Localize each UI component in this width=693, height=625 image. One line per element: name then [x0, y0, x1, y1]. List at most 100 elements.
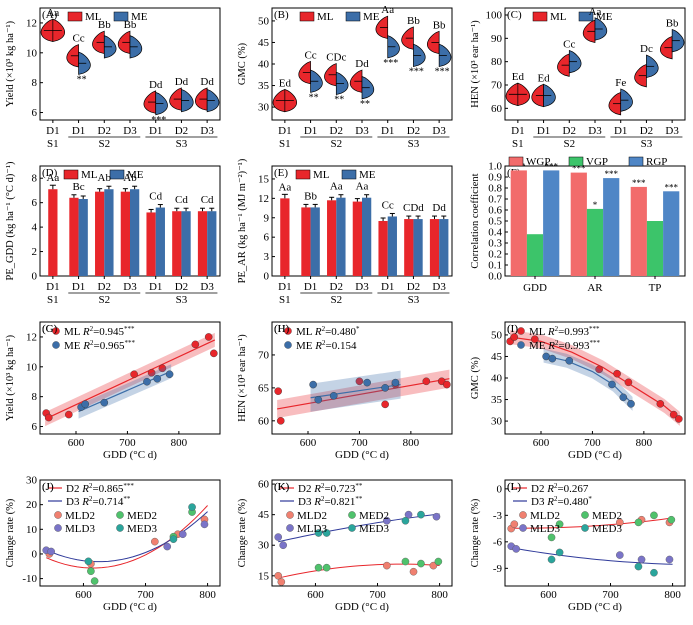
x-tick-label: D1: [46, 281, 59, 293]
fit-line: [510, 336, 681, 420]
x-tick-label: 700: [369, 589, 386, 601]
data-point: [613, 369, 621, 378]
sig-letter: Fe: [615, 77, 626, 89]
legend-dot: [54, 511, 62, 519]
sig-letter: Dd: [149, 79, 163, 91]
panel-E: 0 3 6 9 12 15 (E) PE_AR (kg ha⁻¹ (MJ m⁻²)⁻¹) D1 D…: [237, 158, 453, 306]
x-tick-label: AR: [587, 282, 603, 294]
x-tick-label: TP: [649, 282, 662, 294]
panel-A: 6 8 10 12 (A) Yield (×10³ kg ha⁻¹) D1 D1 D2 D3 D1 D…: [5, 7, 221, 150]
x-tick-label: D1: [278, 281, 291, 293]
sig-letter: Dd: [200, 76, 214, 88]
x-tick-label: D2: [175, 281, 188, 293]
y-tick-label: 60: [258, 415, 270, 427]
x-tick-label: D1: [381, 281, 394, 293]
x-axis-label: GDD (°C d): [335, 449, 389, 461]
data-point: [637, 555, 646, 564]
data-point: [322, 563, 331, 572]
bar-ML: [146, 212, 156, 276]
x-tick-label: 700: [119, 437, 136, 449]
x-tick-label: 800: [664, 589, 681, 601]
bar-ML: [429, 219, 440, 276]
x-tick-label: D2: [640, 125, 653, 137]
panel-D: 0 2 4 6 8 (D) PE_GDD (kg ha⁻¹ (°C d)⁻¹) D1 D1 D2 D…: [5, 161, 221, 306]
data-point: [147, 368, 156, 377]
legend-dot: [286, 511, 294, 519]
r2-label: D3 R2=0.714**: [66, 495, 131, 508]
y-tick-label: 6: [32, 107, 38, 119]
data-point: [276, 417, 285, 425]
y-axis-label: Change rate (%): [237, 498, 248, 567]
data-point: [401, 516, 410, 525]
data-point: [274, 572, 283, 580]
sig-letter: Dd: [355, 58, 369, 70]
panel-K: 15 30 45 60 (K) Change rate (%) 600 700 800 GDD (…: [237, 479, 453, 613]
data-point: [616, 551, 624, 559]
data-point: [363, 378, 371, 387]
sig-letter: Cc: [304, 49, 316, 61]
data-point: [355, 377, 364, 386]
y-tick-label: 10: [26, 361, 38, 373]
y-tick-label: 0.7: [488, 194, 502, 206]
legend-dot: [54, 524, 62, 532]
x-tick-label: D2: [98, 125, 111, 137]
bar-ML: [280, 198, 290, 276]
data-point: [169, 535, 178, 543]
data-point: [65, 410, 73, 419]
bar-WGP: [630, 186, 647, 276]
data-point: [650, 568, 658, 577]
data-point: [512, 545, 520, 553]
sig-letter: Dd: [432, 202, 446, 214]
y-tick-label: 1.0: [488, 161, 502, 173]
x-tick-label: D1: [381, 125, 394, 137]
bar-ME: [78, 199, 88, 276]
x-tick-label: D1: [149, 125, 162, 137]
bar-ML: [352, 201, 362, 276]
legend-swatch: [341, 169, 357, 180]
y-tick-label: 2: [32, 246, 38, 258]
bar-ME: [207, 211, 217, 276]
data-point: [81, 400, 90, 408]
data-point: [84, 557, 93, 566]
legend-label: MLD2: [65, 510, 95, 522]
data-point: [401, 557, 410, 566]
data-point: [279, 541, 287, 550]
bar-ME: [439, 219, 449, 276]
x-group-label: S3: [641, 138, 653, 150]
data-point: [381, 384, 389, 392]
y-tick-label: 60: [258, 479, 270, 491]
data-point: [204, 333, 213, 341]
data-point: [510, 520, 519, 528]
y-axis-label: GMC (%): [470, 356, 481, 399]
panel-label: (C): [507, 9, 522, 21]
x-tick-label: D1: [304, 281, 317, 293]
x-group-label: S3: [408, 294, 420, 306]
y-tick-label: 12: [26, 331, 37, 343]
y-tick-label: 9: [264, 212, 270, 224]
y-axis-label: GMC (%): [237, 42, 248, 85]
legend-dot: [581, 511, 589, 519]
bar-ME: [104, 189, 114, 276]
plot-frame: [271, 479, 453, 587]
y-tick-label: 0.6: [488, 205, 502, 217]
data-point: [314, 395, 323, 404]
plot-frame: [504, 479, 686, 587]
bar-VGP: [646, 221, 664, 276]
legend-label: MLD3: [530, 523, 560, 535]
legend-label: MLD2: [297, 510, 327, 522]
x-tick-label: 700: [351, 437, 368, 449]
y-tick-label: 20: [26, 499, 38, 511]
data-point: [383, 516, 391, 525]
y-tick-label: 0.0: [488, 271, 502, 283]
legend-label: ME: [131, 11, 148, 23]
sig-stars: ***: [409, 67, 424, 78]
y-tick-label: 35: [258, 80, 270, 92]
legend-dot: [116, 511, 124, 519]
sig-letter: Bb: [666, 17, 679, 29]
data-point: [44, 413, 53, 422]
plot-frame: [271, 321, 453, 435]
fit-line-D3: [511, 547, 673, 565]
y-tick-label: 0.8: [488, 183, 502, 195]
sig-letter: Bb: [98, 19, 111, 31]
r2-label: D2 R2=0.267: [531, 482, 589, 495]
